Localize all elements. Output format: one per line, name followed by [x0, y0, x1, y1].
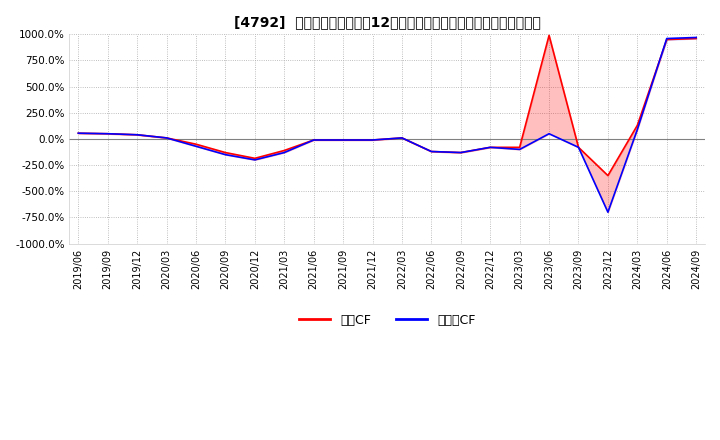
Legend: 営業CF, フリーCF: 営業CF, フリーCF — [294, 308, 481, 331]
Title: [4792]  キャッシュフローの12か月移動合計の対前年同期増減率の推移: [4792] キャッシュフローの12か月移動合計の対前年同期増減率の推移 — [234, 15, 541, 29]
